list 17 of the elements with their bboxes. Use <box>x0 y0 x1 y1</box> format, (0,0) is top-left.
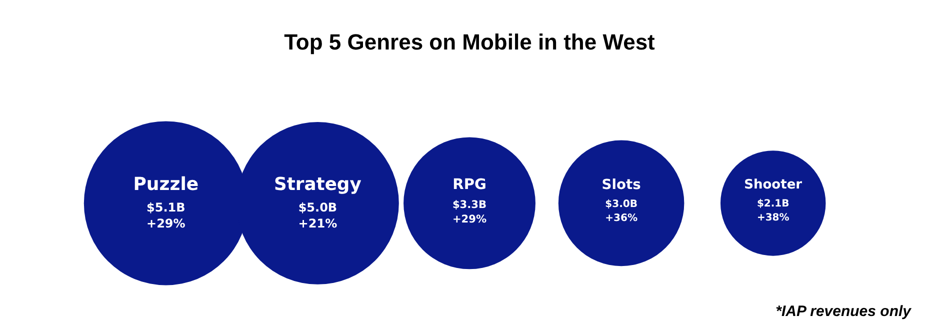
data-label: $5.0B <box>298 200 338 214</box>
text: +36% <box>605 212 638 224</box>
data-label: $3.3B <box>452 198 487 211</box>
text: +29% <box>146 216 186 230</box>
category-label: Puzzle <box>133 174 199 195</box>
category-label: RPG <box>452 176 486 193</box>
data-label: $5.1B <box>146 200 186 214</box>
text: +21% <box>298 216 338 230</box>
category-label: Strategy <box>274 174 362 195</box>
data-label: $3.0B <box>605 198 638 210</box>
text: +38% <box>756 212 790 224</box>
data-label: $2.1B <box>756 198 790 210</box>
text: Top 5 Genres on Mobile in the West <box>284 29 656 54</box>
category-label: Shooter <box>744 178 803 193</box>
text: *IAP revenues only <box>776 303 912 320</box>
category-label: Slots <box>602 176 641 193</box>
text: +29% <box>452 213 487 226</box>
